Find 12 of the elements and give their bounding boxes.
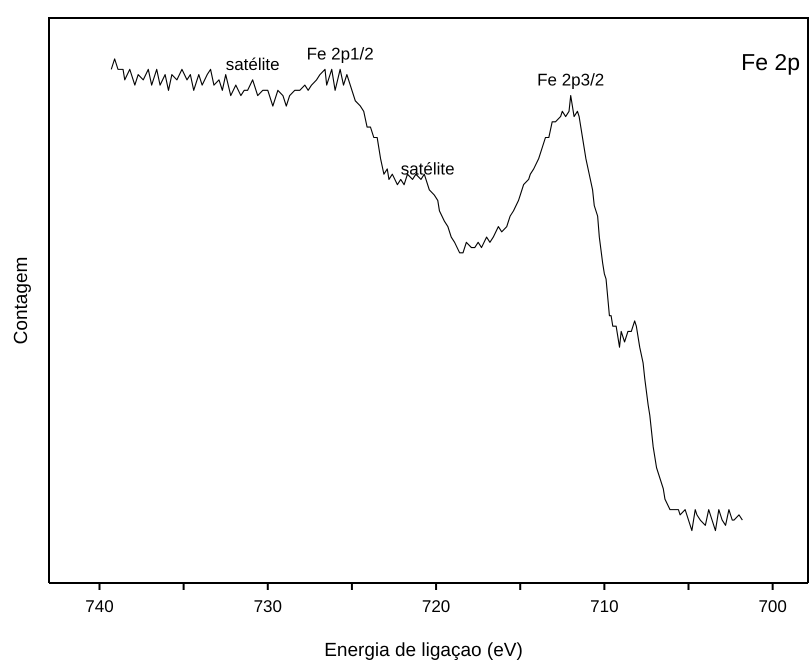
- x-tick-label: 720: [422, 597, 450, 616]
- annotation: satélite: [400, 160, 455, 179]
- x-tick-label: 710: [590, 597, 619, 616]
- x-tick-label: 700: [758, 597, 787, 616]
- chart-title: Fe 2p: [741, 49, 800, 75]
- x-tick-label: 740: [85, 597, 114, 616]
- x-tick-label: 730: [254, 597, 282, 616]
- annotation: satélite: [226, 54, 280, 74]
- annotation: Fe 2p3/2: [537, 70, 604, 90]
- y-axis-title: Contagem: [11, 256, 32, 344]
- x-axis-title: Energia de ligaçao (eV): [324, 640, 523, 661]
- annotation: Fe 2p1/2: [306, 44, 374, 64]
